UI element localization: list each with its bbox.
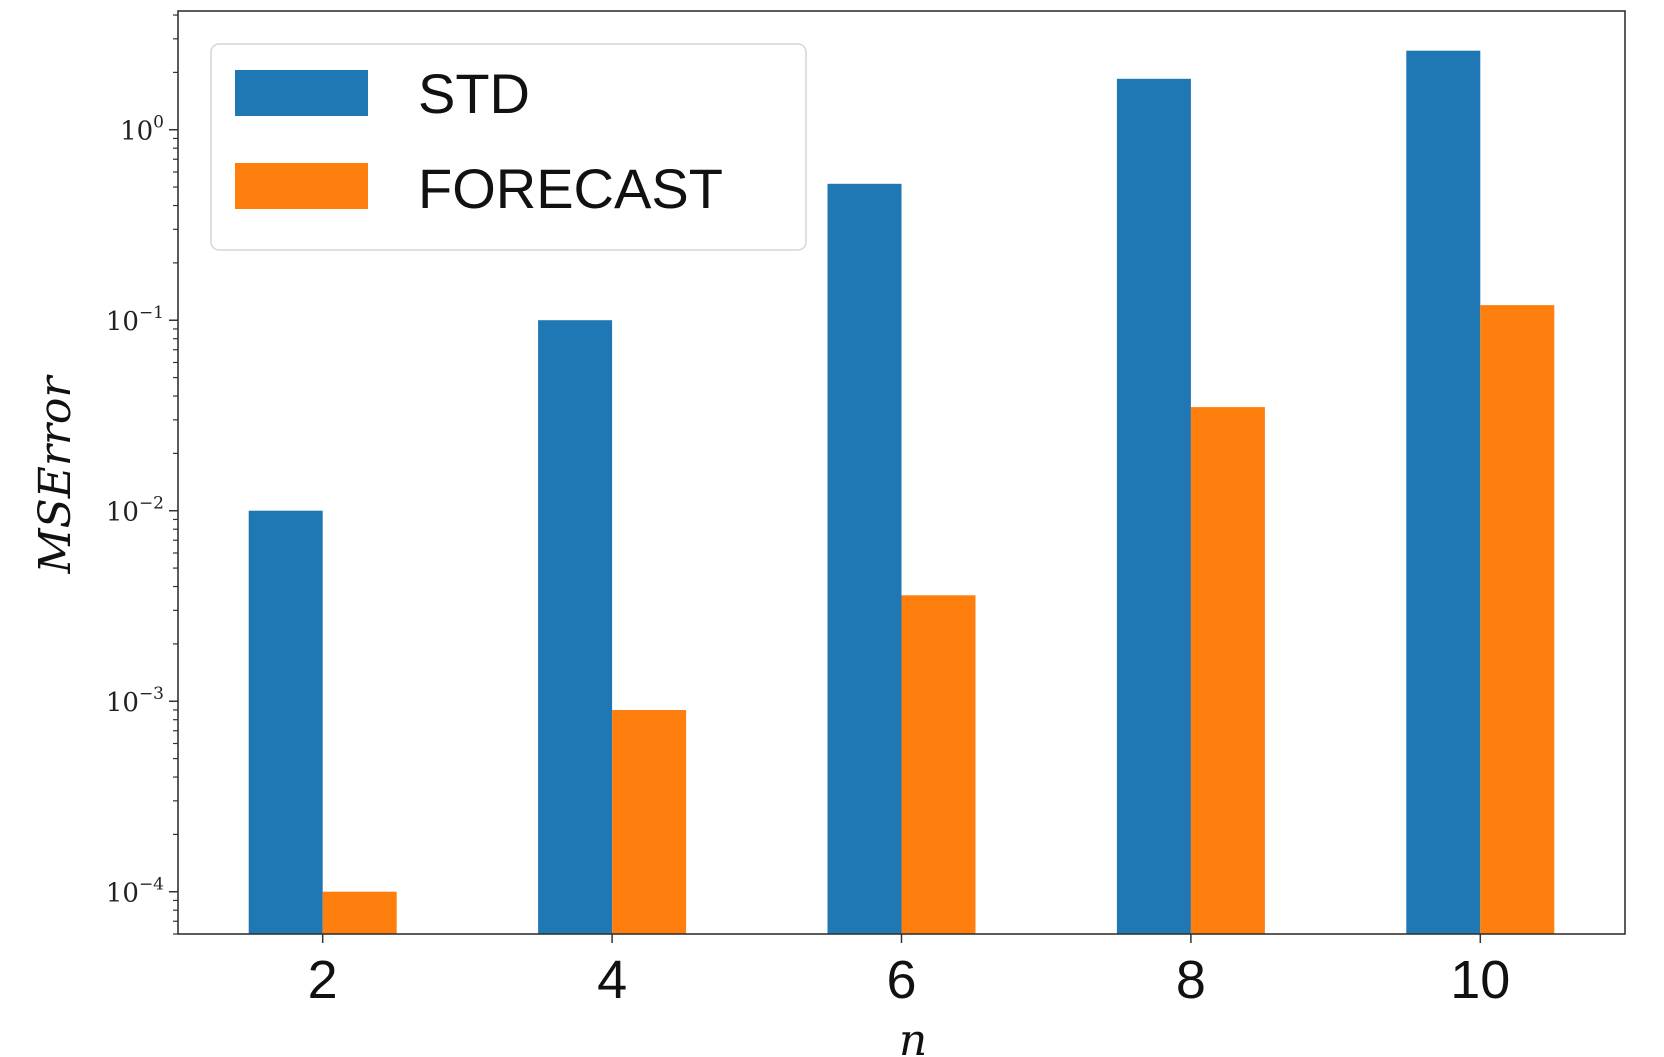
y-axis-label: MSError xyxy=(30,374,81,575)
bar-forecast-n8 xyxy=(1190,407,1265,935)
bar-std-n6 xyxy=(827,183,902,935)
x-tick-label: 10 xyxy=(1450,950,1510,1010)
bar-forecast-n10 xyxy=(1480,305,1555,935)
bars-group xyxy=(248,50,1555,935)
legend-label-forecast: FORECAST xyxy=(418,157,723,220)
bar-std-n8 xyxy=(1116,78,1191,935)
legend-label-std: STD xyxy=(418,62,530,125)
legend-swatch-forecast xyxy=(235,163,368,209)
y-tick-label: 10−2 xyxy=(106,494,164,528)
x-axis: 2 4 6 8 10 xyxy=(308,934,1510,1010)
y-tick-label: 100 xyxy=(120,113,164,147)
x-tick-label: 8 xyxy=(1176,950,1206,1010)
legend-swatch-std xyxy=(235,70,368,116)
x-tick-label: 2 xyxy=(308,950,338,1010)
bar-forecast-n2 xyxy=(322,891,397,934)
y-tick-label: 10−4 xyxy=(106,875,164,909)
bar-std-n2 xyxy=(248,510,323,934)
legend: STD FORECAST xyxy=(210,43,807,251)
x-tick-label: 6 xyxy=(886,950,916,1010)
y-tick-label: 10−3 xyxy=(106,684,164,718)
bar-std-n10 xyxy=(1406,50,1481,934)
bar-forecast-n6 xyxy=(901,595,976,934)
bar-forecast-n4 xyxy=(612,710,687,934)
y-tick-label: 10−1 xyxy=(106,303,164,337)
x-tick-label: 4 xyxy=(597,950,627,1010)
x-axis-label: n xyxy=(899,1015,927,1057)
y-axis: 10−4 10−3 10−2 10−1 100 xyxy=(106,14,178,935)
bar-std-n4 xyxy=(538,320,613,934)
